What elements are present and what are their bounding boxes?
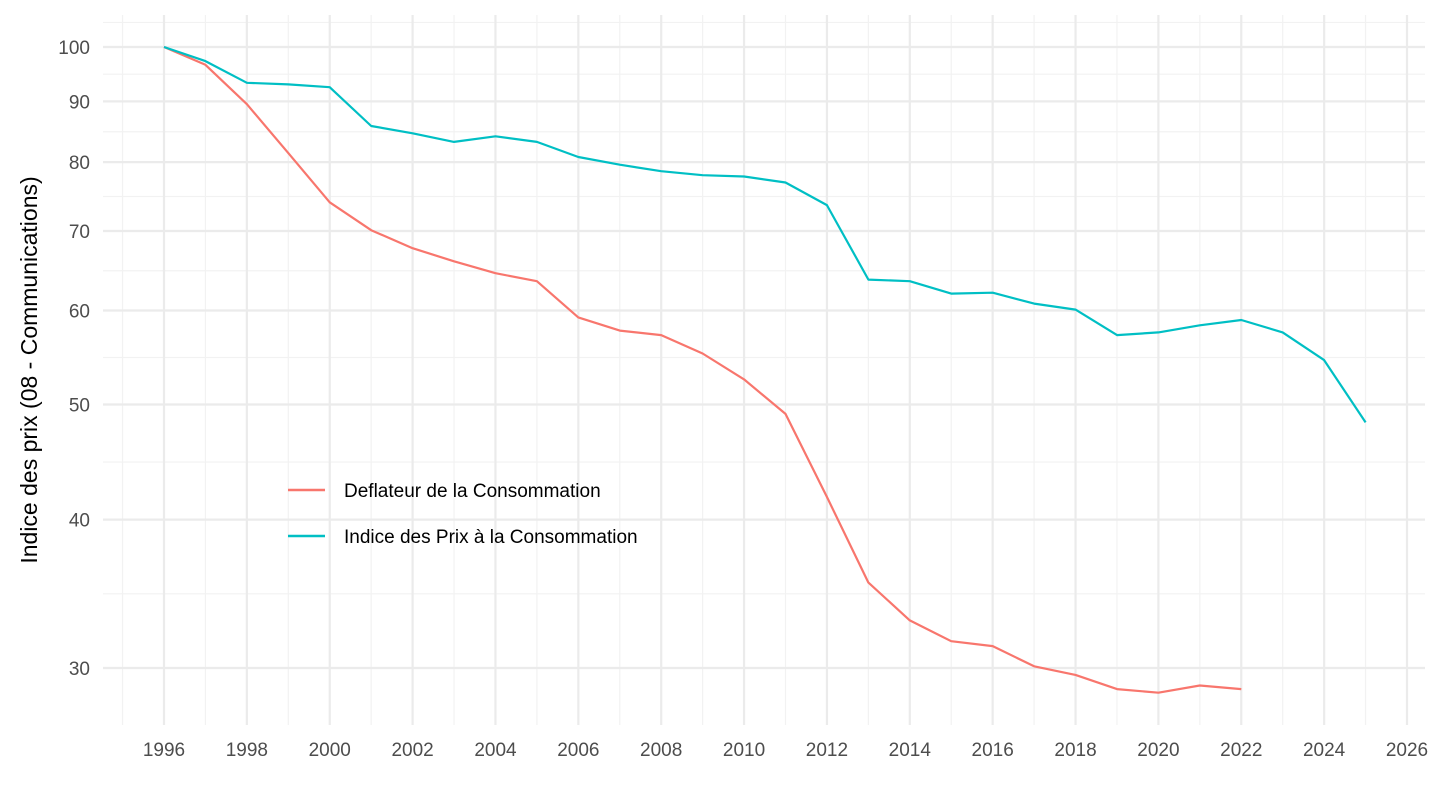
x-tick-label: 2022 bbox=[1220, 740, 1262, 761]
x-tick-label: 2020 bbox=[1137, 740, 1179, 761]
major-y-gridlines bbox=[103, 45, 1425, 670]
major-x-gridlines bbox=[162, 15, 1409, 725]
y-tick-label: 60 bbox=[69, 301, 90, 322]
y-tick-label: 80 bbox=[69, 153, 90, 174]
x-tick-label: 2002 bbox=[391, 740, 433, 761]
series-lines bbox=[163, 45, 1367, 694]
minor-y-gridlines bbox=[103, 21, 1425, 595]
x-tick-label: 2014 bbox=[889, 740, 932, 761]
legend-label: Indice des Prix à la Consommation bbox=[344, 527, 638, 548]
x-tick-label: 2012 bbox=[806, 740, 848, 761]
x-tick-label: 1998 bbox=[226, 740, 268, 761]
y-tick-label: 70 bbox=[69, 222, 90, 243]
legend-item: Indice des Prix à la Consommation bbox=[288, 527, 638, 548]
legend: Deflateur de la Consommation Indice des P… bbox=[288, 481, 638, 548]
x-tick-label: 2004 bbox=[474, 740, 517, 761]
series-line-deflateur bbox=[163, 45, 1242, 694]
series-line-ipc bbox=[163, 45, 1367, 424]
x-tick-label: 2010 bbox=[723, 740, 765, 761]
legend-item: Deflateur de la Consommation bbox=[288, 481, 601, 502]
x-tick-label: 2006 bbox=[557, 740, 599, 761]
x-tick-label: 2008 bbox=[640, 740, 682, 761]
x-tick-label: 2026 bbox=[1386, 740, 1428, 761]
x-axis-tick-labels: 1996 1998 2000 2002 2004 2006 2008 2010 2012 2014… bbox=[143, 740, 1428, 761]
legend-label: Deflateur de la Consommation bbox=[344, 481, 601, 502]
x-tick-label: 2016 bbox=[972, 740, 1014, 761]
y-tick-label: 100 bbox=[58, 38, 90, 59]
x-tick-label: 1996 bbox=[143, 740, 185, 761]
x-tick-label: 2024 bbox=[1303, 740, 1346, 761]
y-tick-label: 90 bbox=[69, 92, 90, 113]
x-tick-label: 2018 bbox=[1054, 740, 1096, 761]
y-tick-label: 50 bbox=[69, 396, 90, 417]
y-tick-label: 40 bbox=[69, 511, 90, 532]
y-axis-title: Indice des prix (08 - Communications) bbox=[16, 176, 42, 563]
y-axis-tick-labels: 30 40 50 60 70 80 90 100 bbox=[58, 38, 90, 680]
y-tick-label: 30 bbox=[69, 659, 90, 680]
x-tick-label: 2000 bbox=[309, 740, 351, 761]
minor-x-gridlines bbox=[121, 15, 1367, 725]
